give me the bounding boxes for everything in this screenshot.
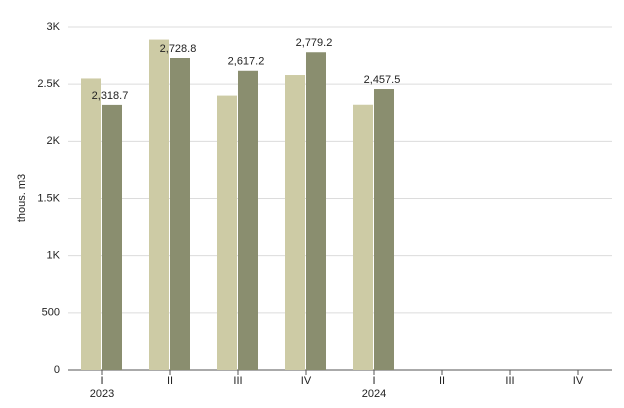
x-tick-label: II — [167, 375, 173, 387]
y-tick-label: 1.5K — [37, 192, 60, 204]
y-tick-label: 2K — [47, 135, 61, 147]
x-tick-label: III — [233, 375, 242, 387]
x-tick-label: II — [439, 375, 445, 387]
value-label: 2,457.5 — [364, 74, 401, 86]
bar — [238, 70, 258, 371]
bar — [374, 89, 394, 371]
x-tick-label: IV — [573, 375, 584, 387]
y-tick-label: 0 — [54, 364, 60, 376]
bar — [353, 104, 373, 370]
y-tick-label: 3K — [47, 21, 61, 33]
y-tick-label: 2.5K — [37, 78, 60, 90]
bar — [102, 104, 122, 371]
y-tick-label: 1K — [47, 250, 61, 262]
bar — [217, 95, 237, 370]
year-label: 2023 — [90, 388, 114, 400]
x-tick-label: I — [100, 375, 103, 387]
x-tick-label: III — [505, 375, 514, 387]
bar — [81, 78, 101, 370]
value-label: 2,779.2 — [296, 37, 333, 49]
bar — [149, 39, 169, 371]
y-axis-label: thous. m3 — [16, 174, 28, 222]
value-label: 2,318.7 — [92, 90, 129, 102]
year-label: 2024 — [362, 388, 386, 400]
value-label: 2,617.2 — [228, 56, 265, 68]
value-label: 2,728.8 — [160, 43, 197, 55]
bar — [306, 52, 326, 370]
x-tick-label: I — [372, 375, 375, 387]
bar — [170, 58, 190, 370]
bar — [285, 75, 305, 371]
x-tick-label: IV — [301, 375, 312, 387]
y-tick-label: 500 — [42, 307, 60, 319]
